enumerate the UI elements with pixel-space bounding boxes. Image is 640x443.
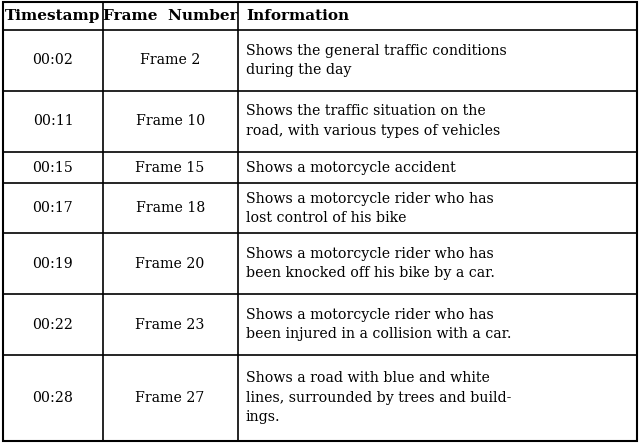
Text: 00:19: 00:19 (33, 256, 74, 271)
Text: Shows the traffic situation on the
road, with various types of vehicles: Shows the traffic situation on the road,… (246, 105, 500, 138)
Text: Frame 23: Frame 23 (136, 318, 205, 331)
Text: Shows a motorcycle accident: Shows a motorcycle accident (246, 160, 456, 175)
Text: Shows a motorcycle rider who has
lost control of his bike: Shows a motorcycle rider who has lost co… (246, 192, 493, 225)
Text: Timestamp: Timestamp (5, 9, 100, 23)
Text: 00:15: 00:15 (33, 160, 74, 175)
Text: 00:22: 00:22 (33, 318, 74, 331)
Text: 00:02: 00:02 (33, 53, 74, 67)
Text: 00:17: 00:17 (33, 202, 74, 215)
Text: 00:11: 00:11 (33, 114, 73, 128)
Text: Shows a motorcycle rider who has
been knocked off his bike by a car.: Shows a motorcycle rider who has been kn… (246, 247, 495, 280)
Text: Frame  Number: Frame Number (103, 9, 237, 23)
Text: Frame 15: Frame 15 (136, 160, 205, 175)
Text: Frame 20: Frame 20 (136, 256, 205, 271)
Text: Shows a road with blue and white
lines, surrounded by trees and build-
ings.: Shows a road with blue and white lines, … (246, 371, 511, 424)
Text: Shows a motorcycle rider who has
been injured in a collision with a car.: Shows a motorcycle rider who has been in… (246, 308, 511, 341)
Text: Frame 27: Frame 27 (136, 391, 205, 405)
Text: Frame 18: Frame 18 (136, 202, 205, 215)
Text: Frame 2: Frame 2 (140, 53, 200, 67)
Text: Shows the general traffic conditions
during the day: Shows the general traffic conditions dur… (246, 43, 507, 77)
Text: Frame 10: Frame 10 (136, 114, 205, 128)
Text: 00:28: 00:28 (33, 391, 74, 405)
Text: Information: Information (246, 9, 349, 23)
